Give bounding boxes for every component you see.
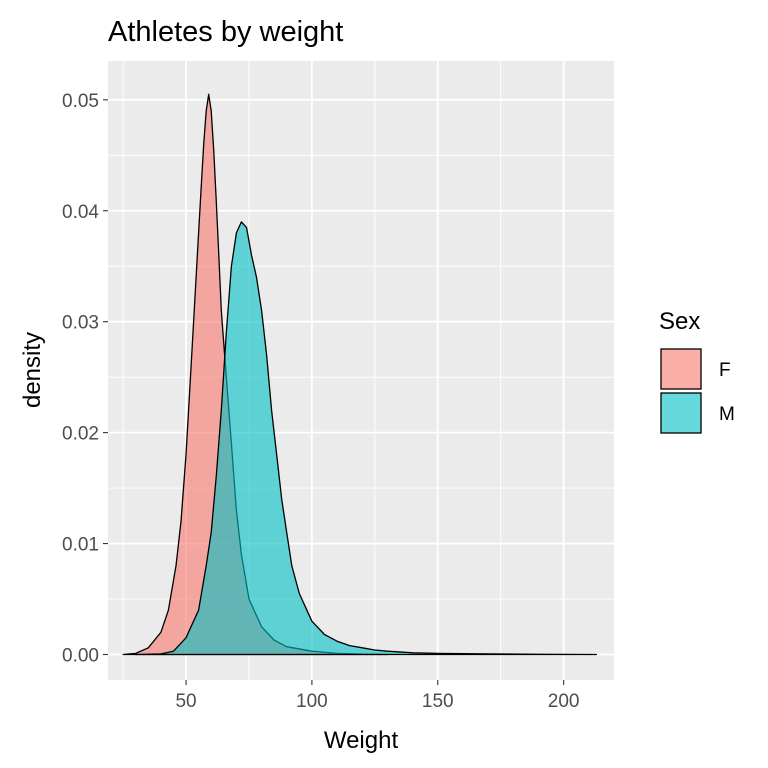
x-tick-label: 150 bbox=[422, 691, 454, 712]
y-tick-label: 0.03 bbox=[62, 313, 99, 334]
y-tick-label: 0.05 bbox=[62, 91, 99, 112]
legend-title: Sex bbox=[659, 308, 700, 335]
x-axis-title: Weight bbox=[324, 727, 399, 754]
x-tick-label: 50 bbox=[175, 691, 196, 712]
legend-label-f: F bbox=[719, 360, 731, 381]
y-tick-label: 0.02 bbox=[62, 424, 99, 445]
legend-swatch-m bbox=[660, 392, 702, 434]
x-axis-ticks: 50 100 150 200 bbox=[175, 680, 580, 712]
legend-swatch-f bbox=[660, 348, 702, 390]
legend-label-m: M bbox=[719, 404, 735, 425]
x-tick-label: 100 bbox=[296, 691, 328, 712]
y-tick-label: 0.01 bbox=[62, 535, 99, 556]
y-tick-label: 0.04 bbox=[62, 202, 99, 223]
density-area-m bbox=[135, 221, 598, 656]
x-tick-label: 200 bbox=[548, 691, 580, 712]
legend-items: FM bbox=[659, 347, 735, 435]
y-tick-label: 0.00 bbox=[62, 645, 99, 666]
y-axis-title: density bbox=[19, 332, 46, 408]
density-areas bbox=[122, 93, 598, 656]
y-axis-ticks: 0.00 0.01 0.02 0.03 0.04 0.05 bbox=[62, 91, 108, 666]
chart-title: Athletes by weight bbox=[108, 16, 343, 48]
legend: Sex FM bbox=[659, 308, 735, 435]
